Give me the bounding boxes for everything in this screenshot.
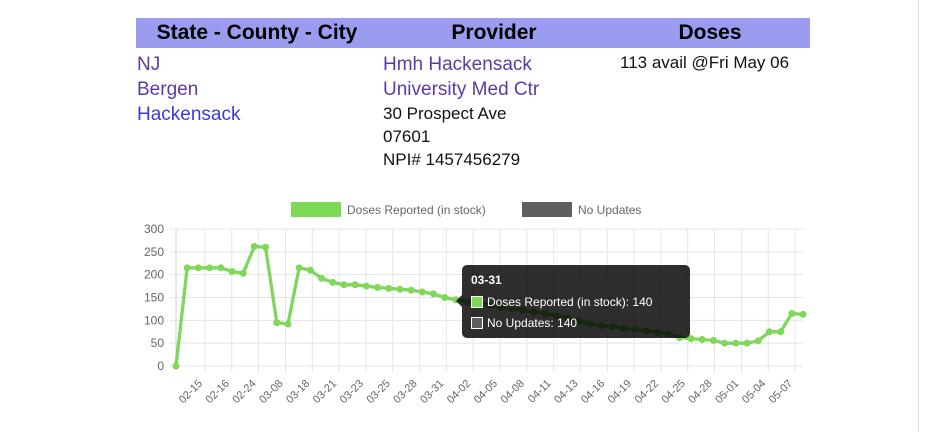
tooltip-swatch-gray bbox=[471, 317, 483, 329]
x-tick-label: 03-23 bbox=[338, 378, 366, 406]
data-point bbox=[709, 336, 717, 344]
provider-npi: NPI# 1457456279 bbox=[383, 150, 521, 169]
data-point bbox=[743, 339, 751, 347]
data-point bbox=[329, 278, 337, 286]
county-link[interactable]: Bergen bbox=[137, 79, 199, 100]
data-point bbox=[721, 339, 729, 347]
tooltip-title: 03-31 bbox=[471, 273, 502, 287]
data-point bbox=[732, 339, 740, 347]
page-right-border bbox=[918, 0, 919, 432]
data-point bbox=[698, 336, 706, 344]
legend-label-no-updates: No Updates bbox=[578, 202, 642, 217]
x-tick-label: 04-28 bbox=[686, 378, 714, 406]
data-point bbox=[262, 243, 270, 251]
tooltip-row-doses: Doses Reported (in stock): 140 bbox=[471, 295, 652, 309]
legend-item-doses-reported[interactable]: Doses Reported (in stock) bbox=[291, 202, 486, 217]
legend-item-no-updates[interactable]: No Updates bbox=[522, 202, 641, 217]
x-tick-label: 05-07 bbox=[767, 378, 795, 406]
x-tick-label: 03-18 bbox=[284, 378, 312, 406]
data-point bbox=[239, 269, 247, 277]
data-point bbox=[362, 282, 370, 290]
table-header: State - County - City Provider Doses bbox=[136, 18, 810, 48]
data-point bbox=[777, 328, 785, 336]
y-tick-label: 100 bbox=[144, 313, 164, 327]
data-point bbox=[418, 288, 426, 296]
x-tick-label: 03-21 bbox=[311, 378, 339, 406]
data-point bbox=[183, 264, 191, 272]
y-tick-label: 0 bbox=[157, 359, 164, 373]
tooltip-text-doses: Doses Reported (in stock): 140 bbox=[487, 295, 653, 309]
data-point bbox=[295, 264, 303, 272]
data-point bbox=[788, 309, 796, 317]
y-tick-label: 250 bbox=[144, 245, 164, 259]
provider-zip: 07601 bbox=[383, 127, 431, 146]
doses-cell: 113 avail @Fri May 06 bbox=[620, 53, 790, 72]
x-tick-label: 04-25 bbox=[659, 378, 687, 406]
data-point bbox=[407, 286, 415, 294]
provider-name-line2[interactable]: University Med Ctr bbox=[383, 79, 540, 100]
header-provider: Provider bbox=[451, 21, 537, 44]
x-tick-label: 04-08 bbox=[499, 378, 527, 406]
data-point bbox=[217, 264, 225, 272]
data-point bbox=[385, 284, 393, 292]
data-point bbox=[228, 267, 236, 275]
x-tick-label: 04-02 bbox=[445, 378, 473, 406]
data-point bbox=[351, 281, 359, 289]
x-tick-label: 04-05 bbox=[472, 378, 500, 406]
data-point bbox=[799, 310, 807, 318]
y-tick-label: 50 bbox=[151, 336, 165, 350]
chart-legend: Doses Reported (in stock) No Updates bbox=[0, 200, 936, 220]
x-tick-label: 04-22 bbox=[633, 378, 661, 406]
data-point bbox=[441, 294, 449, 301]
location-cell: NJ Bergen Hackensack bbox=[137, 52, 241, 127]
data-point bbox=[284, 320, 292, 328]
x-tick-label: 05-01 bbox=[713, 378, 741, 406]
data-point bbox=[318, 274, 326, 282]
data-point bbox=[430, 290, 438, 298]
header-doses: Doses bbox=[678, 21, 742, 44]
x-tick-label: 04-13 bbox=[552, 378, 580, 406]
legend-label-doses-reported: Doses Reported (in stock) bbox=[347, 202, 486, 217]
legend-swatch-green bbox=[291, 202, 341, 217]
data-point bbox=[396, 285, 404, 293]
data-point bbox=[194, 264, 202, 272]
tooltip-caret bbox=[456, 295, 462, 307]
data-point bbox=[374, 283, 382, 291]
x-tick-label: 03-28 bbox=[391, 378, 419, 406]
y-tick-label: 200 bbox=[144, 268, 164, 282]
x-tick-label: 03-25 bbox=[364, 378, 392, 406]
data-point bbox=[250, 242, 258, 250]
data-point bbox=[273, 319, 281, 327]
data-point bbox=[754, 337, 762, 345]
provider-cell: Hmh Hackensack University Med Ctr 30 Pro… bbox=[383, 52, 539, 171]
provider-address: 30 Prospect Ave bbox=[383, 104, 507, 123]
data-point bbox=[765, 328, 773, 336]
tooltip-row-no-updates: No Updates: 140 bbox=[471, 316, 577, 330]
chart-tooltip: 03-31 Doses Reported (in stock): 140 No … bbox=[456, 265, 690, 338]
x-tick-label: 05-04 bbox=[740, 378, 768, 406]
data-point bbox=[340, 281, 348, 289]
legend-swatch-gray bbox=[522, 202, 572, 217]
y-tick-label: 300 bbox=[144, 222, 164, 236]
tooltip-swatch-green bbox=[471, 296, 483, 308]
data-point bbox=[172, 362, 180, 370]
x-tick-label: 02-15 bbox=[177, 378, 205, 406]
x-tick-label: 04-16 bbox=[579, 378, 607, 406]
x-tick-label: 04-19 bbox=[606, 378, 634, 406]
state-link[interactable]: NJ bbox=[137, 54, 161, 75]
city-link[interactable]: Hackensack bbox=[137, 104, 241, 125]
provider-name-line1[interactable]: Hmh Hackensack bbox=[383, 54, 532, 75]
x-tick-label: 04-11 bbox=[526, 378, 554, 406]
data-point bbox=[306, 266, 314, 274]
x-tick-label: 02-24 bbox=[230, 378, 258, 406]
x-tick-label: 02-16 bbox=[204, 378, 232, 406]
data-point bbox=[687, 335, 695, 343]
y-tick-label: 150 bbox=[144, 291, 164, 305]
x-tick-label: 03-31 bbox=[418, 378, 446, 406]
tooltip-text-no-updates: No Updates: 140 bbox=[487, 316, 578, 330]
x-tick-label: 03-08 bbox=[257, 378, 285, 406]
data-point bbox=[206, 264, 214, 272]
header-location: State - County - City bbox=[156, 21, 358, 44]
